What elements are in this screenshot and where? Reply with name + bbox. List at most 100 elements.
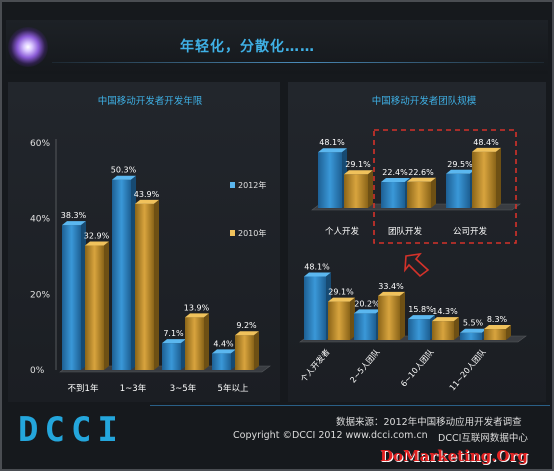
- chart-title: 中国移动开发者团队规模: [372, 95, 477, 107]
- bar-side: [496, 147, 501, 208]
- bar-side: [104, 241, 109, 370]
- bar-top: [408, 315, 435, 320]
- highlight-box: [373, 129, 517, 244]
- bar-side: [454, 317, 459, 340]
- category-label: 11~20人团队: [447, 347, 487, 393]
- legend-label: 2010年: [238, 228, 266, 238]
- bar-side: [154, 199, 159, 370]
- category-label: 3~5年: [170, 383, 197, 394]
- data-label: 48.1%: [319, 138, 345, 147]
- y-tick-label: 20%: [30, 290, 50, 300]
- bar: [472, 151, 496, 208]
- bar: [408, 319, 430, 340]
- bar-top: [381, 178, 410, 183]
- data-label: 22.4%: [382, 168, 408, 177]
- bar-side: [506, 325, 511, 340]
- data-label: 20.2%: [354, 299, 380, 308]
- bar: [85, 245, 104, 370]
- data-label: 48.4%: [473, 138, 499, 147]
- bar-side: [350, 297, 355, 340]
- bar-top: [112, 175, 136, 180]
- data-label: 15.8%: [408, 305, 434, 314]
- bar: [484, 329, 506, 340]
- data-label: 33.4%: [378, 282, 404, 291]
- legend-swatch: [230, 230, 235, 236]
- category-label: 公司开发: [453, 226, 488, 237]
- bar: [62, 225, 81, 370]
- bar-side: [81, 221, 86, 370]
- bar: [135, 203, 154, 370]
- data-label: 29.5%: [447, 160, 473, 169]
- bar: [432, 321, 454, 340]
- bar-top: [318, 148, 347, 153]
- bar-top: [304, 272, 331, 277]
- chart-dev-years: 中国移动开发者开发年限 0% 20% 40% 60% 38.3% 32.9% 不到1年 50.3…: [30, 95, 271, 394]
- data-center-name: DCCI互联网数据中心: [438, 433, 528, 444]
- bar-top: [344, 170, 373, 175]
- bar-top: [328, 297, 355, 302]
- bar-top: [354, 309, 381, 314]
- data-label: 8.3%: [487, 315, 508, 324]
- chart-team-size-bottom: 48.1% 29.1% 个人开发者 20.2% 33.4% 2~5人团队 15.8%14.3…: [298, 252, 527, 393]
- bar-top: [212, 349, 236, 354]
- bar-side: [431, 177, 436, 208]
- category-label: 个人开发者: [298, 347, 331, 384]
- bar: [112, 179, 131, 370]
- bar-top: [162, 339, 186, 344]
- bar: [354, 313, 376, 340]
- bar-top: [484, 325, 511, 330]
- bar-top: [446, 169, 475, 174]
- bar-top: [407, 177, 436, 182]
- data-label: 9.2%: [236, 321, 257, 330]
- page-title: 年轻化，分散化……: [180, 39, 315, 55]
- bar: [378, 295, 400, 340]
- watermark: DoMarketing.Org: [380, 447, 528, 465]
- right-chart-panel: [288, 82, 546, 402]
- bar-top: [62, 221, 86, 226]
- data-label: 43.9%: [134, 190, 160, 199]
- category-label: 5年以上: [218, 383, 249, 394]
- bar-top: [460, 328, 487, 333]
- bar: [212, 353, 231, 370]
- category-label: 团队开发: [388, 226, 423, 237]
- category-label: 不到1年: [68, 383, 99, 394]
- y-tick-label: 60%: [30, 139, 50, 149]
- bar-side: [181, 339, 186, 370]
- bar-top: [185, 313, 209, 318]
- data-source: 数据来源：2012年中国移动应用开发者调查: [336, 417, 522, 428]
- bar-side: [400, 291, 405, 340]
- bar-top: [378, 291, 405, 296]
- bar-top: [472, 147, 501, 152]
- bar: [344, 174, 368, 208]
- bar-side: [254, 331, 259, 370]
- data-label: 48.1%: [304, 263, 330, 272]
- legend-label: 2012年: [238, 180, 266, 190]
- bar: [304, 276, 326, 340]
- header-divider: [52, 62, 544, 63]
- data-label: 29.1%: [328, 288, 354, 297]
- data-label: 7.1%: [163, 329, 184, 338]
- y-tick-label: 40%: [30, 215, 50, 225]
- bar: [318, 152, 342, 208]
- bar: [235, 335, 254, 370]
- chart-title: 中国移动开发者开发年限: [98, 95, 203, 107]
- data-label: 4.4%: [213, 339, 234, 348]
- category-label: 个人开发: [325, 226, 360, 237]
- bar: [185, 317, 204, 370]
- bar: [162, 343, 181, 370]
- data-label: 22.6%: [408, 168, 434, 177]
- category-label: 2~5人团队: [348, 347, 382, 385]
- bar: [328, 301, 350, 340]
- bar-top: [135, 199, 159, 204]
- bar: [381, 182, 405, 208]
- data-label: 29.1%: [345, 160, 371, 169]
- glow-orb-icon: [8, 27, 48, 67]
- data-label: 5.5%: [463, 319, 484, 328]
- category-label: 1~3年: [120, 383, 147, 394]
- bar: [446, 173, 470, 208]
- bar: [407, 181, 431, 208]
- y-tick-label: 0%: [30, 366, 45, 376]
- data-label: 13.9%: [184, 303, 210, 312]
- chart-team-size-top: 中国移动开发者团队规模 48.1% 29.1% 个人开发 22.4% 22.6% 团队开发 2…: [311, 95, 521, 244]
